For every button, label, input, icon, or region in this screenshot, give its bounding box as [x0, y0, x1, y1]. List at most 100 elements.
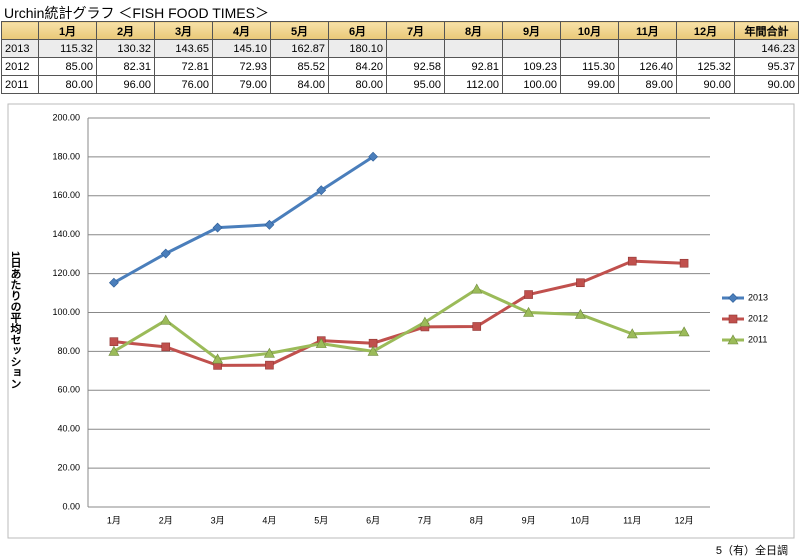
- data-point: [627, 256, 637, 266]
- data-point: [108, 277, 119, 288]
- cell: 76.00: [154, 75, 213, 94]
- x-tick-label: 3月: [211, 515, 225, 525]
- cell: 130.32: [96, 39, 155, 58]
- cell: 112.00: [444, 75, 503, 94]
- legend-label: 2011: [748, 334, 767, 344]
- cell: 79.00: [212, 75, 271, 94]
- table-row: 2011 80.00 96.00 76.00 79.00 84.00 80.00 95.00 1…: [1, 75, 799, 94]
- header-cell: 12月: [676, 21, 735, 40]
- cell: 96.00: [96, 75, 155, 94]
- data-point: [368, 151, 379, 162]
- cell: 100.00: [502, 75, 561, 94]
- series-line: [113, 155, 374, 285]
- cell: 92.58: [386, 57, 445, 76]
- data-point: [315, 338, 327, 348]
- cell: [676, 39, 735, 58]
- x-tick-label: 10月: [571, 515, 590, 525]
- y-tick-label: 120.00: [52, 268, 80, 278]
- data-point: [316, 185, 327, 196]
- y-tick-label: 160.00: [52, 190, 80, 200]
- legend-marker: [728, 314, 738, 324]
- x-tick-label: 9月: [522, 515, 536, 525]
- x-tick-label: 7月: [418, 515, 432, 525]
- data-point: [471, 283, 483, 294]
- header-cell: 5月: [270, 21, 329, 40]
- y-tick-label: 180.00: [52, 151, 80, 161]
- x-tick-label: 12月: [675, 515, 694, 525]
- data-point: [419, 316, 431, 327]
- cell: 89.00: [618, 75, 677, 94]
- x-tick-label: 6月: [366, 515, 380, 525]
- data-point: [160, 248, 171, 259]
- data-point: [108, 345, 120, 356]
- header-cell: 10月: [560, 21, 619, 40]
- header-cell: 8月: [444, 21, 503, 40]
- cell: 143.65: [154, 39, 213, 58]
- cell: 80.00: [38, 75, 97, 94]
- x-tick-label: 1月: [107, 515, 121, 525]
- cell: 145.10: [212, 39, 271, 58]
- data-point: [524, 290, 533, 299]
- data-point: [264, 219, 275, 230]
- x-tick-label: 5月: [314, 515, 328, 525]
- header-cell: 6月: [328, 21, 387, 40]
- data-point: [523, 306, 535, 317]
- chart-frame: [7, 103, 795, 539]
- cell: [502, 39, 561, 58]
- data-point: [576, 278, 585, 288]
- data-point: [678, 326, 690, 337]
- y-tick-label: 200.00: [52, 112, 80, 122]
- cell: 80.00: [328, 75, 387, 94]
- x-tick-label: 4月: [262, 515, 276, 525]
- data-point: [574, 308, 586, 319]
- data-point: [472, 322, 482, 331]
- data-point: [161, 342, 171, 352]
- y-tick-label: 60.00: [57, 385, 80, 395]
- y-tick-label: 0.00: [62, 501, 80, 511]
- table-row: 2013 115.32 130.32 143.65 145.10 162.87 180.10…: [1, 39, 799, 58]
- data-point: [212, 222, 223, 233]
- y-tick-label: 140.00: [52, 229, 80, 239]
- legend-label: 2013: [748, 292, 768, 302]
- cell: 115.32: [38, 39, 97, 58]
- header-cell: 4月: [212, 21, 271, 40]
- cell: 109.23: [502, 57, 561, 76]
- y-tick-label: 100.00: [52, 307, 80, 317]
- page-title: Urchin統計グラフ ＜FISH FOOD TIMES＞: [4, 5, 269, 21]
- footer-note: 5（有）全日調: [715, 545, 788, 557]
- data-point: [263, 347, 275, 358]
- cell: [386, 39, 445, 58]
- y-axis-label: 1日あたりの平均セッション: [9, 251, 22, 389]
- legend-marker: [727, 334, 739, 345]
- legend-marker: [728, 293, 738, 303]
- y-tick-label: 40.00: [57, 424, 80, 434]
- row-label: 2011: [1, 75, 39, 94]
- series-line: [113, 287, 685, 361]
- cell: [618, 39, 677, 58]
- cell: 146.23: [734, 39, 799, 58]
- cell: 125.32: [676, 57, 735, 76]
- cell: 162.87: [270, 39, 329, 58]
- data-point: [160, 314, 172, 325]
- cell: 90.00: [676, 75, 735, 94]
- cell: 126.40: [618, 57, 677, 76]
- cell: 84.00: [270, 75, 329, 94]
- cell: 90.00: [734, 75, 799, 94]
- x-tick-label: 8月: [470, 515, 484, 525]
- cell: 95.00: [386, 75, 445, 94]
- x-tick-label: 2月: [159, 515, 173, 525]
- series-line: [113, 259, 685, 367]
- data-point: [109, 337, 119, 346]
- data-point: [367, 345, 379, 356]
- corner-cell: [1, 21, 39, 40]
- y-tick-label: 20.00: [57, 462, 80, 472]
- y-tick-label: 80.00: [57, 346, 80, 356]
- header-cell: 1月: [38, 21, 97, 40]
- header-cell: 2月: [96, 21, 155, 40]
- data-point: [265, 360, 274, 370]
- data-point: [679, 258, 689, 268]
- legend-label: 2012: [748, 313, 768, 323]
- data-point: [626, 328, 638, 339]
